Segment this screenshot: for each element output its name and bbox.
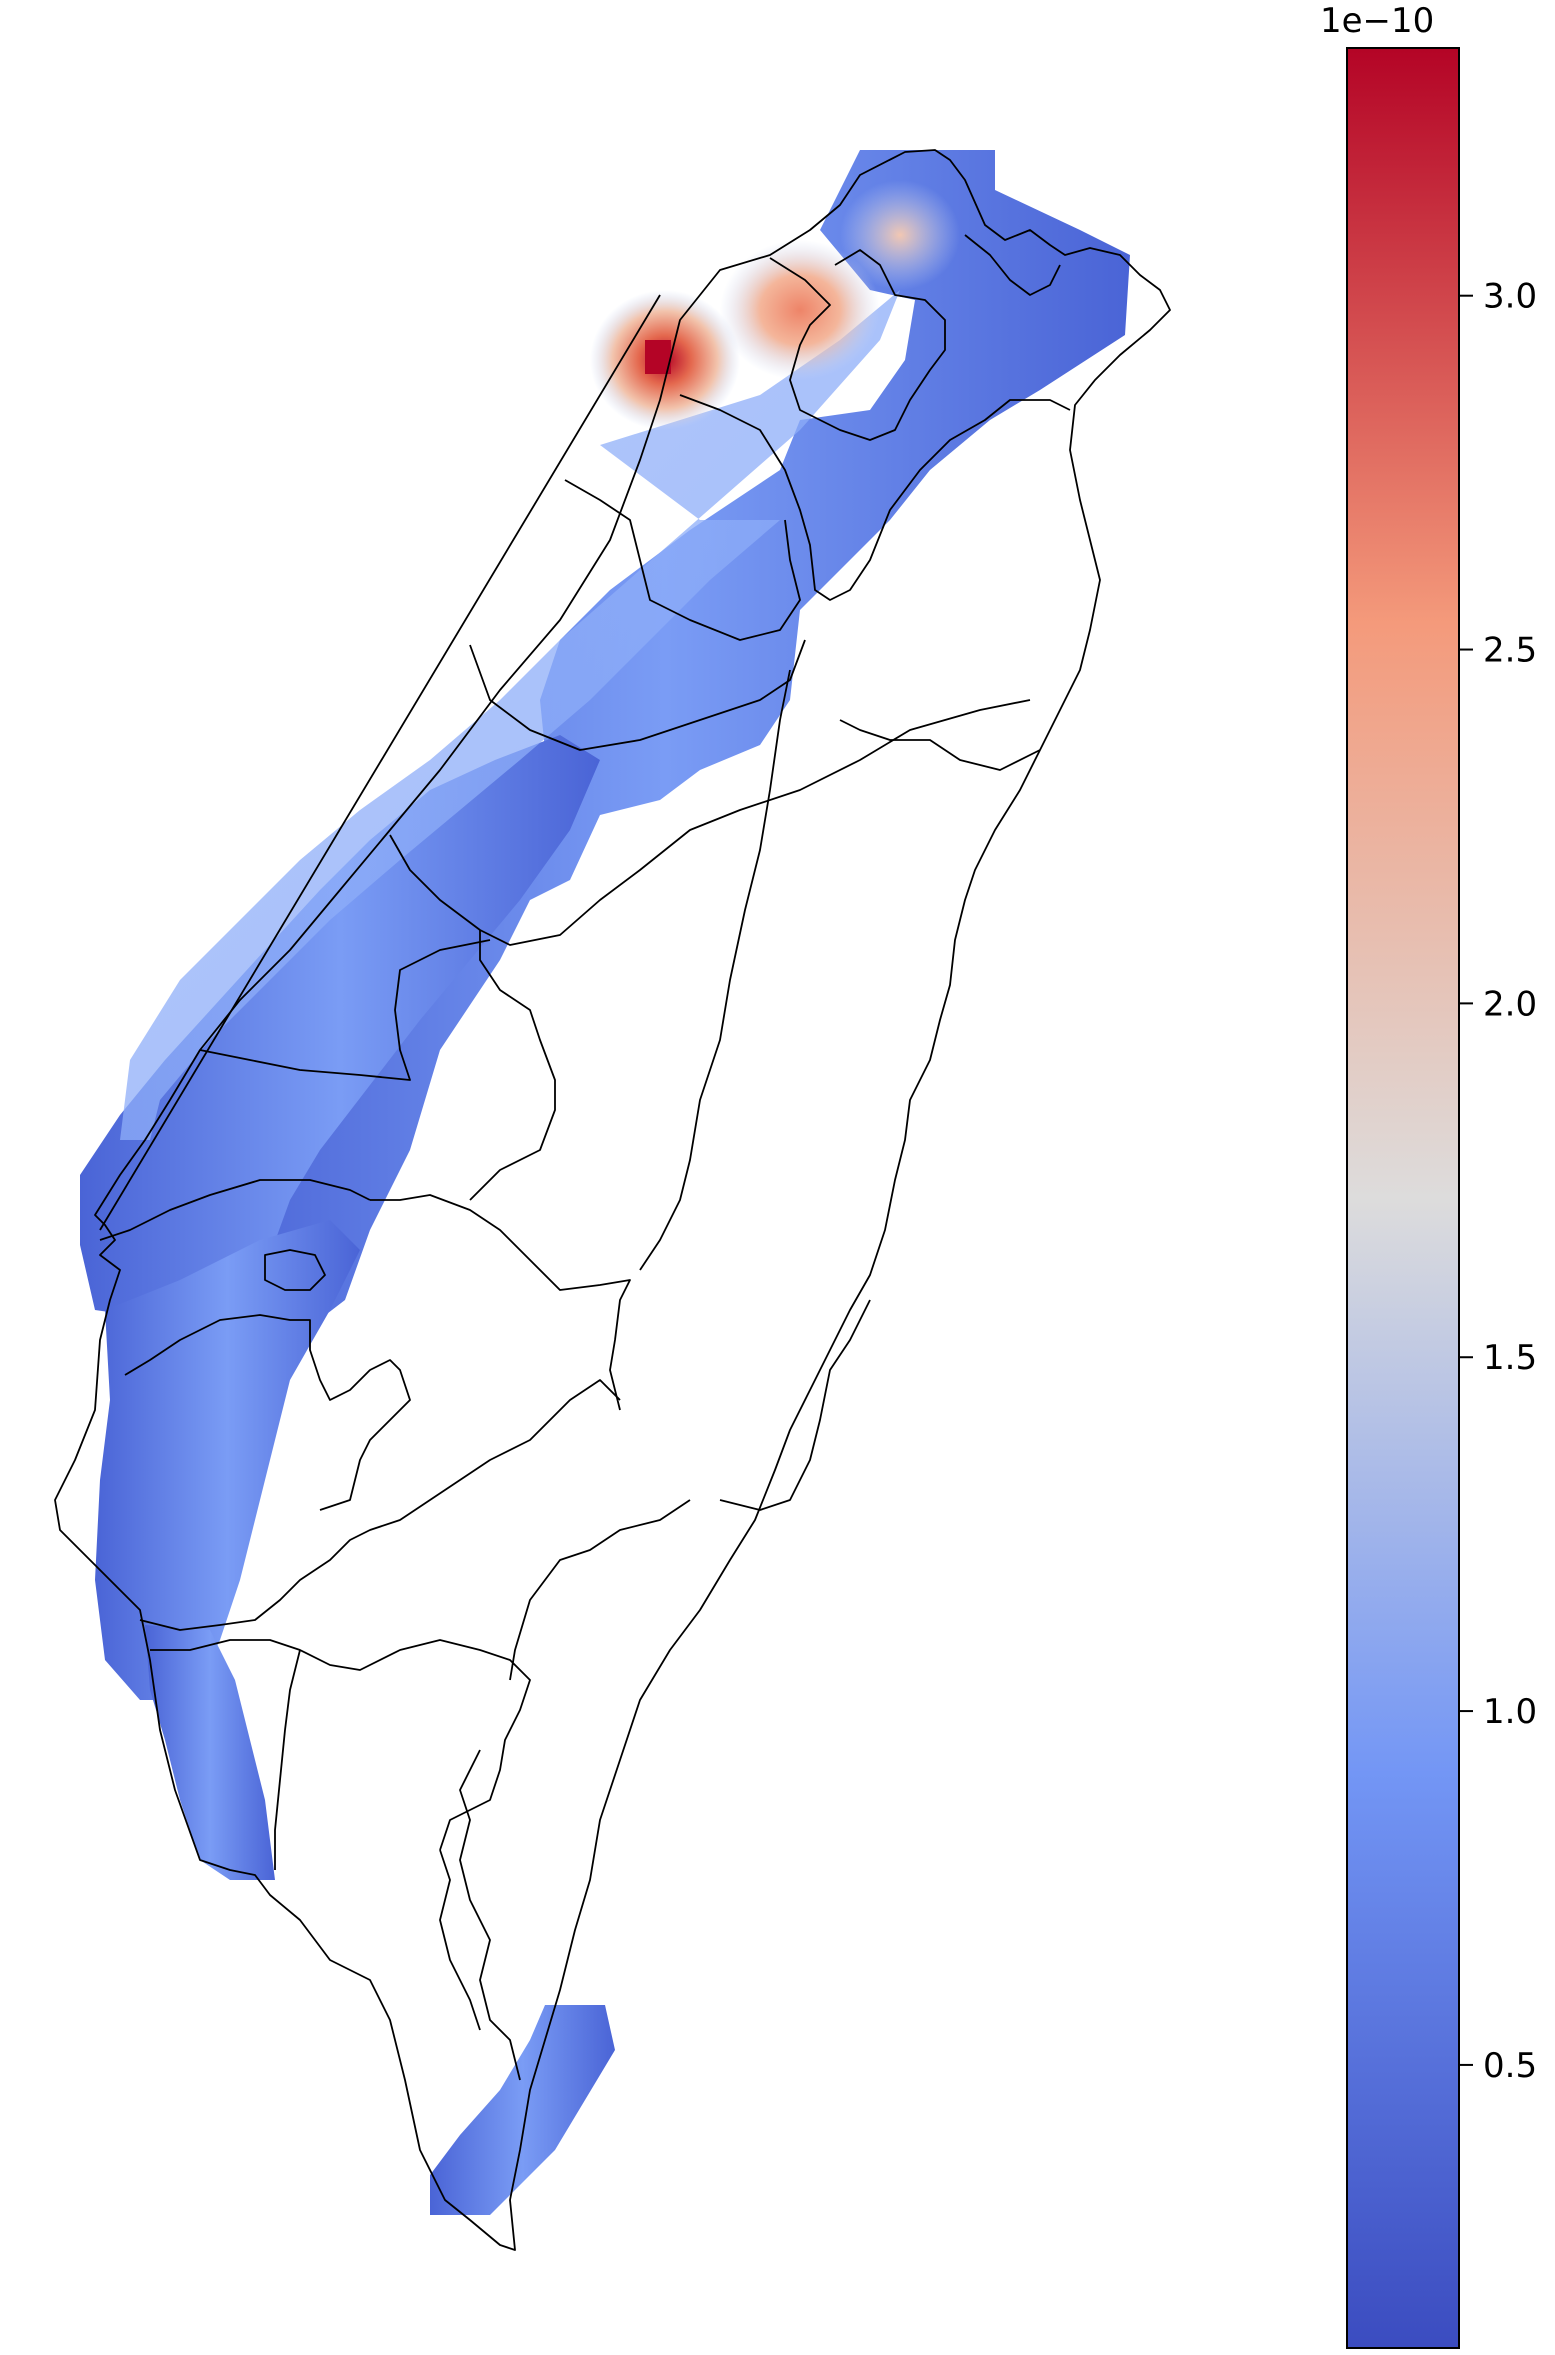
heat-max-cell bbox=[645, 340, 671, 374]
heat-hotspot-taipei bbox=[720, 240, 880, 380]
boundary-hualien bbox=[839, 719, 1041, 771]
heat-band-west bbox=[80, 735, 600, 1330]
boundary-taitung bbox=[509, 1499, 691, 1681]
colorbar-tick-label: 1.5 bbox=[1483, 1338, 1537, 1378]
boundary-chiayi-city bbox=[264, 1249, 326, 1291]
boundary-east-rift bbox=[719, 1299, 871, 1511]
boundary-nantou-east bbox=[639, 669, 791, 1271]
boundary-yunlin bbox=[124, 1314, 411, 1511]
boundaries bbox=[54, 149, 1171, 2251]
boundary-chiayi bbox=[139, 1379, 621, 1631]
boundary-tainan bbox=[150, 1639, 531, 1851]
boundary-keelung bbox=[964, 234, 1061, 296]
colorbar-tick-label: 2.5 bbox=[1483, 631, 1537, 671]
colorbar-ticks: 0.5 1.0 1.5 2.0 2.5 3.0 bbox=[1459, 277, 1537, 2086]
boundary-coast-line bbox=[99, 294, 661, 1231]
boundary-miaoli-taichung bbox=[199, 939, 491, 1081]
colorbar: 1e−10 0.5 1.0 1.5 2.0 2.5 3.0 bbox=[1320, 1, 1537, 2349]
boundary-kaohsiung-north bbox=[274, 1649, 301, 1870]
colorbar-gradient bbox=[1346, 47, 1460, 2349]
heat-band-southwest bbox=[145, 1625, 275, 1880]
colorbar-tick-label: 3.0 bbox=[1483, 277, 1537, 317]
colorbar-tick-label: 1.0 bbox=[1483, 1692, 1537, 1732]
boundary-taichung-north bbox=[469, 930, 556, 1201]
boundary-pingtung bbox=[459, 1749, 521, 2081]
boundary-changhua-nantou bbox=[370, 1194, 631, 1411]
colorbar-scale-label: 1e−10 bbox=[1320, 1, 1434, 41]
boundary-newtaipei-taoyuan bbox=[679, 394, 1071, 601]
island-outline bbox=[54, 149, 1171, 2251]
colorbar-tick-label: 2.0 bbox=[1483, 984, 1537, 1024]
colorbar-tick-label: 0.5 bbox=[1483, 2046, 1537, 2086]
boundary-taoyuan-hsinchu bbox=[564, 479, 801, 641]
boundary-taichung-changhua bbox=[99, 1179, 371, 1241]
boundary-taipei bbox=[769, 249, 946, 441]
boundary-kaohsiung-south bbox=[439, 1849, 481, 2031]
heat-band-north bbox=[200, 150, 1130, 1385]
heat-band-south bbox=[430, 2005, 615, 2215]
heat-field bbox=[80, 150, 1130, 2215]
boundary-hsinchu-city bbox=[469, 639, 806, 751]
heat-band-central bbox=[95, 1220, 360, 1700]
